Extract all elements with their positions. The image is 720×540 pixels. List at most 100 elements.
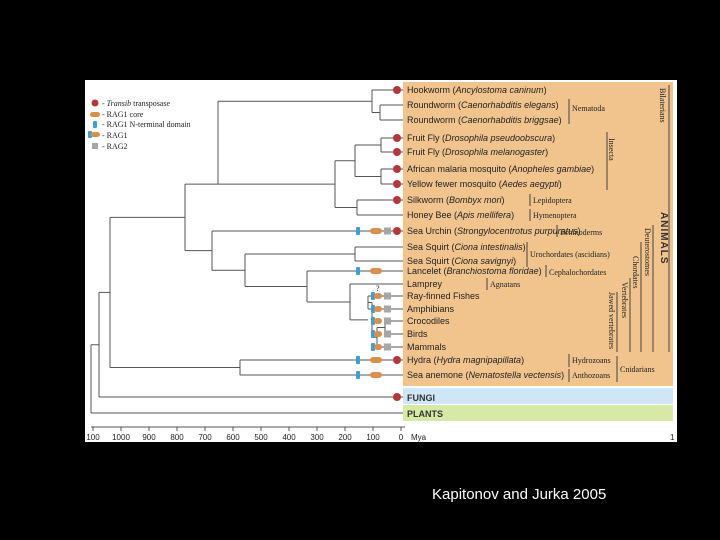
branch-chordates bbox=[244, 253, 355, 287]
tree-branches bbox=[90, 89, 403, 414]
phylogeny-svg: - Transib transposase - RAG1 core - RAG1… bbox=[86, 82, 675, 442]
legend-rag1-label: - RAG1 bbox=[102, 131, 128, 140]
citation-caption: Kapitonov and Jurka 2005 bbox=[432, 486, 607, 503]
branch-ciona bbox=[354, 246, 403, 262]
rag1-marker-core bbox=[374, 331, 382, 337]
clade-nematoda: Nematoda bbox=[572, 104, 605, 113]
plants-label: PLANTS bbox=[407, 409, 443, 419]
legend-rag1-nterm-marker bbox=[93, 121, 97, 128]
legend-transposase-label: - Transib transposase bbox=[102, 99, 170, 108]
taxon-label: Fruit Fly (Drosophila pseudoobscura) bbox=[407, 133, 555, 143]
clade-chordates: Chordates bbox=[631, 256, 640, 288]
branch-bilaterians bbox=[184, 183, 218, 252]
branch-deuterostomes bbox=[211, 230, 403, 271]
clade-bilaterians: Bilaterians bbox=[658, 88, 667, 123]
transposase-marker bbox=[393, 86, 401, 94]
clade-jawed-vertebrates: Jawed vertebrates bbox=[607, 292, 616, 349]
rag1-marker-core bbox=[374, 306, 382, 312]
taxon-label: Crocodiles bbox=[407, 316, 450, 326]
rag1-nterm-marker bbox=[356, 356, 360, 364]
taxon-label: Birds bbox=[407, 329, 428, 339]
legend-rag2-marker bbox=[92, 143, 98, 149]
rag2-marker bbox=[384, 343, 391, 351]
legend: - Transib transposase - RAG1 core - RAG1… bbox=[88, 99, 191, 151]
branch-insects bbox=[334, 160, 357, 208]
rag1-marker-nterm bbox=[371, 330, 375, 338]
axis-tick-label: 300 bbox=[310, 433, 324, 442]
transposase-marker bbox=[393, 227, 401, 235]
taxon-label: Sea Urchin (Strongylocentrotus purpuratu… bbox=[407, 226, 581, 236]
axis-tick-label: 0 bbox=[399, 433, 404, 442]
transposase-marker bbox=[393, 356, 401, 364]
transposase-marker bbox=[393, 165, 401, 173]
clade-deuterostomes: Deuterostomes bbox=[643, 228, 652, 276]
rag1-marker-nterm bbox=[371, 305, 375, 313]
taxon-label: Lancelet (Branchiostoma floridae) bbox=[407, 266, 542, 276]
rag1-marker-nterm bbox=[371, 292, 375, 300]
rag1-nterm-marker bbox=[356, 227, 360, 235]
taxon-label: Hydra (Hydra magnipapillata) bbox=[407, 355, 524, 365]
axis-tick-label: 400 bbox=[282, 433, 296, 442]
axis-tick-label: 200 bbox=[338, 433, 352, 442]
rag2-marker bbox=[384, 330, 391, 338]
axis-tick-label: 500 bbox=[254, 433, 268, 442]
clade-echinoderms: Echinoderms bbox=[560, 228, 602, 237]
transposase-marker bbox=[393, 134, 401, 142]
plants-band bbox=[403, 405, 673, 421]
taxon-label: Amphibians bbox=[407, 304, 455, 314]
axis-unit: Mya bbox=[411, 433, 427, 442]
branch-diptera bbox=[354, 144, 381, 177]
fungi-band bbox=[403, 388, 673, 404]
clade-hydrozoans: Hydrozoans bbox=[572, 356, 611, 365]
taxa-layer: Hookworm (Ancylostoma caninum) Roundworm … bbox=[356, 85, 594, 380]
clade-cephalochordates: Cephalochordates bbox=[549, 268, 606, 277]
branch-ecdysozoa bbox=[217, 100, 372, 185]
legend-rag1-marker-nterm bbox=[88, 131, 92, 138]
clade-hymenoptera: Hymenoptera bbox=[533, 211, 577, 220]
rag1-core-marker bbox=[370, 268, 382, 274]
axis-right-mark: 1 bbox=[670, 433, 675, 442]
branch-animals bbox=[109, 216, 240, 368]
branch-roundworms bbox=[379, 104, 403, 121]
taxon-label: Roundworm (Caenorhabditis elegans) bbox=[407, 100, 559, 110]
animals-band bbox=[403, 82, 673, 386]
legend-rag1-marker-core bbox=[91, 132, 100, 137]
taxon-label: African malaria mosquito (Anopheles gamb… bbox=[407, 164, 594, 174]
rag1-marker-nterm bbox=[371, 317, 375, 325]
clade-labels: Nematoda Insecta Lepidoptera Hymenoptera… bbox=[376, 88, 669, 380]
rag1-marker-core bbox=[374, 318, 382, 324]
rag1-core-marker bbox=[370, 228, 382, 234]
taxon-label: Silkworm (Bombyx mori) bbox=[407, 195, 505, 205]
taxon-label: Honey Bee (Apis mellifera) bbox=[407, 210, 514, 220]
clade-insecta: Insecta bbox=[607, 138, 616, 161]
axis-tick-label: 100 bbox=[366, 433, 380, 442]
axis-tick-label: 900 bbox=[142, 433, 156, 442]
fungi-transposase-marker bbox=[393, 393, 401, 401]
legend-rag1-core-marker bbox=[90, 112, 100, 117]
rag2-marker bbox=[384, 292, 391, 300]
time-axis: 100 1000 900 800 700 600 500 400 300 200 100 0 Mya … bbox=[86, 426, 675, 442]
taxon-label: Ray-finned Fishes bbox=[407, 291, 480, 301]
rag1-core-marker bbox=[370, 372, 382, 378]
rag2-marker bbox=[384, 317, 391, 325]
clade-animals: ANIMALS bbox=[658, 212, 669, 265]
fungi-label: FUNGI bbox=[407, 393, 435, 403]
clade-brackets bbox=[486, 85, 670, 382]
taxon-label: Lamprey bbox=[407, 279, 443, 289]
rag1-core-marker bbox=[370, 357, 382, 363]
taxon-label: Sea Squirt (Ciona savignyi) bbox=[407, 256, 516, 266]
transposase-marker bbox=[393, 148, 401, 156]
clade-urochordates: Urochordates (ascidians) bbox=[530, 250, 610, 259]
axis-tick-label: 800 bbox=[170, 433, 184, 442]
legend-rag2-label: - RAG2 bbox=[102, 142, 128, 151]
legend-transposase-marker bbox=[91, 99, 99, 107]
clade-anthozoans: Anthozoans bbox=[572, 371, 610, 380]
rag2-marker bbox=[384, 305, 391, 313]
taxon-label: Hookworm (Ancylostoma caninum) bbox=[407, 85, 547, 95]
taxon-label: Sea Squirt (Ciona intestinalis) bbox=[407, 242, 526, 252]
clade-vertebrates: Vertebrates bbox=[620, 282, 629, 318]
taxon-label: Sea anemone (Nematostella vectensis) bbox=[407, 370, 564, 380]
clade-lepidoptera: Lepidoptera bbox=[533, 196, 572, 205]
rag1-marker-nterm bbox=[371, 343, 375, 351]
taxon-label: Fruit Fly (Drosophila melanogaster) bbox=[407, 147, 548, 157]
